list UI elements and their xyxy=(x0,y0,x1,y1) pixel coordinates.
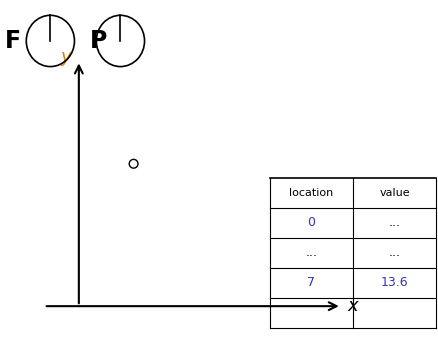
Text: y: y xyxy=(60,48,71,66)
Text: 7: 7 xyxy=(307,277,315,289)
Text: ...: ... xyxy=(305,246,318,260)
Text: ...: ... xyxy=(389,216,400,230)
Text: location: location xyxy=(290,188,334,198)
Text: x: x xyxy=(347,297,358,315)
Text: value: value xyxy=(379,188,410,198)
Text: F: F xyxy=(5,29,21,53)
Text: 0: 0 xyxy=(307,216,315,230)
Text: 13.6: 13.6 xyxy=(381,277,408,289)
Text: ...: ... xyxy=(389,246,400,260)
Text: P: P xyxy=(90,29,107,53)
